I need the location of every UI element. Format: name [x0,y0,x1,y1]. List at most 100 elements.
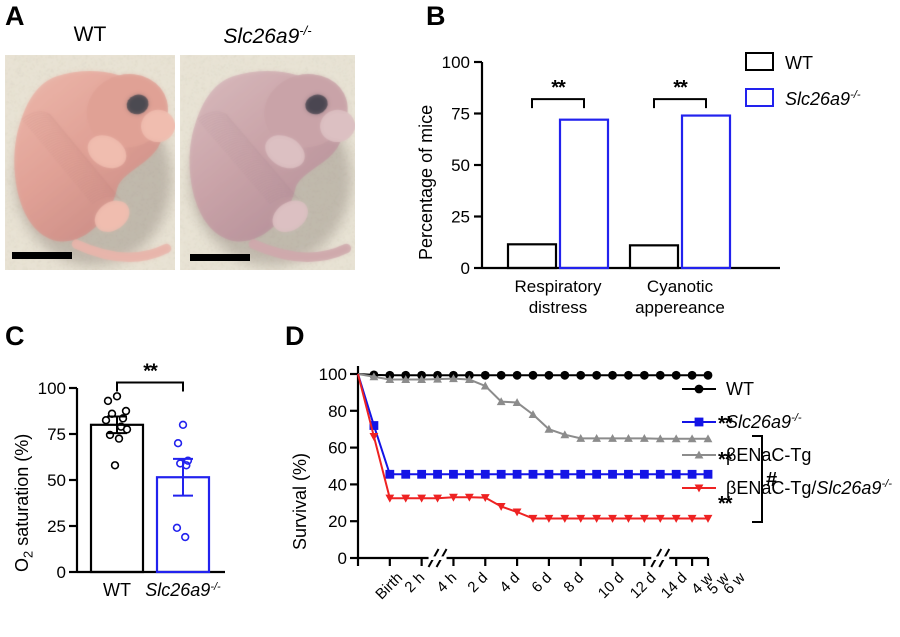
legend-text-italic: Slc26a9 [726,412,791,432]
panel-d-legend-label-2: βENaC-Tg [726,446,811,464]
sig-star: ** [143,360,158,382]
series-1 [358,374,712,479]
panel-b-xlabel-1-1: appereance [635,298,725,317]
data-marker [656,470,665,479]
data-marker [465,470,474,479]
data-marker [608,371,617,380]
series-0 [358,371,712,380]
panel-d-ytick-0: 0 [338,549,347,568]
panel-c-ytick-0: 0 [57,563,66,582]
legend-text-italic: Slc26a9 [816,478,881,498]
data-marker [576,470,585,479]
wt-pup-photo [5,55,175,270]
panel-d-ytick-80: 80 [328,402,347,421]
data-marker [513,371,522,380]
data-marker [529,371,538,380]
data-marker [449,470,458,479]
panel-a-label-ko: Slc26a9-/- [180,24,355,47]
data-marker [695,385,704,394]
data-marker [624,371,633,380]
bar-ko-0 [560,120,608,268]
panel-b-xlabel-0-0: Respiratory [515,277,602,296]
data-marker [545,470,554,479]
data-marker [545,371,554,380]
legend-label-ko: Slc26a9-/- [785,90,861,108]
data-marker [433,470,442,479]
data-marker [513,470,522,479]
data-marker [704,470,713,479]
panel-d-letter: D [285,323,305,350]
data-marker [529,470,538,479]
panel-a: A WT Slc26a9-/- [0,0,400,320]
legend-text-plain: βENaC-Tg/ [726,478,816,498]
sig-star-1: ** [673,77,688,99]
panel-d-ytick-100: 100 [319,365,347,384]
data-marker [401,470,410,479]
panel-c-y-axis-o: O [12,558,32,572]
data-marker [704,371,713,380]
panel-a-label-ko-text: Slc26a9 [223,25,299,48]
panel-d-ytick-20: 20 [328,512,347,531]
panel-d-legend-label-3: βENaC-Tg/Slc26a9-/- [726,479,892,497]
panel-b-xlabel-1-0: Cyanotic [647,277,714,296]
series-3 [358,374,712,523]
panel-b-plot: 0255075100** **RespiratorydistressCyanoti… [430,20,790,310]
panel-d-ytick-40: 40 [328,475,347,494]
legend-marker-triangle-down-icon [680,479,718,497]
panel-c-y-axis-sub: 2 [21,551,36,558]
series-2 [358,372,712,442]
panel-b-ytick-100: 100 [442,53,470,72]
data-marker [592,371,601,380]
scatter-point [123,408,130,415]
panel-c-y-axis-title: O2 saturation (%) [12,434,36,572]
panel-d-legend-label-0: WT [726,380,754,398]
data-marker [608,470,617,479]
panel-d-ytick-60: 60 [328,439,347,458]
slc26a9-ko-pup-photo [180,55,355,270]
panel-b-ytick-25: 25 [451,208,470,227]
legend-text-sup: -/- [881,478,892,490]
panel-c-ytick-100: 100 [38,379,66,398]
scatter-point [180,421,187,428]
panel-b-ytick-0: 0 [461,259,470,278]
bar-wt-0 [508,244,556,268]
bar-ko-1 [682,116,730,268]
scatter-point [116,435,123,442]
scatter-point [174,524,181,531]
panel-c-plot: 0255075100**WT Slc26a9-/- [35,360,235,610]
panel-a-label-ko-sup: -/- [299,23,311,38]
data-marker [481,470,490,479]
data-marker [672,371,681,380]
panel-c-xlabel-wt: WT [103,580,131,600]
series-line [358,374,708,518]
data-marker [688,470,697,479]
data-marker [481,371,490,380]
series-line [358,374,708,439]
scatter-point [114,393,121,400]
data-marker [672,470,681,479]
panel-d: D Survival (%) 0 20 40 60 80 100 Birth 2 h4 h2… [280,320,900,637]
scatter-point [112,462,119,469]
sig-bracket-1 [654,99,706,108]
panel-a-label-wt: WT [5,24,175,45]
legend-label-wt: WT [785,54,813,72]
data-marker [576,371,585,380]
panel-a-label-wt-text: WT [74,23,107,46]
legend-label-ko-sup: -/- [850,89,861,101]
scale-bar-ko [190,254,250,261]
data-marker [560,470,569,479]
data-marker [417,470,426,479]
data-marker [656,371,665,380]
data-marker [592,470,601,479]
data-marker [640,470,649,479]
data-marker [640,371,649,380]
data-marker [695,418,704,427]
scatter-point [175,440,182,447]
legend-text-sup: -/- [791,412,802,424]
panel-b-ytick-75: 75 [451,105,470,124]
panel-c-xlabel-ko: Slc26a9-/- [145,580,221,600]
panel-c-ytick-25: 25 [47,517,66,536]
panel-c: C O2 saturation (%) 0 25 50 75 100 ** WT Slc26a… [0,320,280,637]
panel-b-ytick-50: 50 [451,156,470,175]
data-marker [497,371,506,380]
